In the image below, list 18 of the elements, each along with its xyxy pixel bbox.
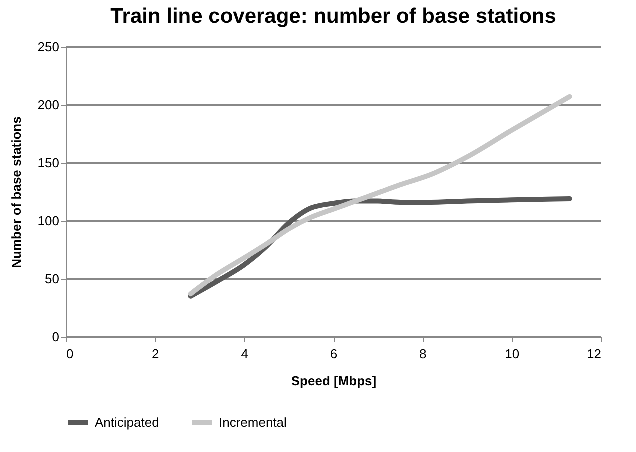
x-tick-label: 2 (152, 346, 160, 362)
y-tick-label: 150 (38, 156, 60, 170)
x-tick-label: 0 (66, 346, 74, 362)
x-tick-label: 6 (330, 346, 338, 362)
y-tick-label: 50 (45, 272, 60, 286)
chart-title: Train line coverage: number of base stations (110, 5, 556, 28)
x-tick-label: 8 (420, 346, 427, 362)
x-tick-label: 12 (587, 346, 602, 362)
x-tick-label: 4 (241, 346, 248, 362)
y-tick-label: 0 (52, 330, 60, 344)
y-tick-label: 200 (38, 98, 60, 112)
legend-label: Anticipated (95, 414, 160, 430)
y-axis-title: Number of base stations (8, 116, 24, 268)
x-axis-title: Speed [Mbps] (291, 374, 377, 388)
legend-label: Incremental (219, 414, 288, 430)
y-tick-label: 250 (38, 40, 60, 54)
x-tick-label: 10 (505, 346, 520, 362)
y-tick-label: 100 (38, 214, 60, 228)
